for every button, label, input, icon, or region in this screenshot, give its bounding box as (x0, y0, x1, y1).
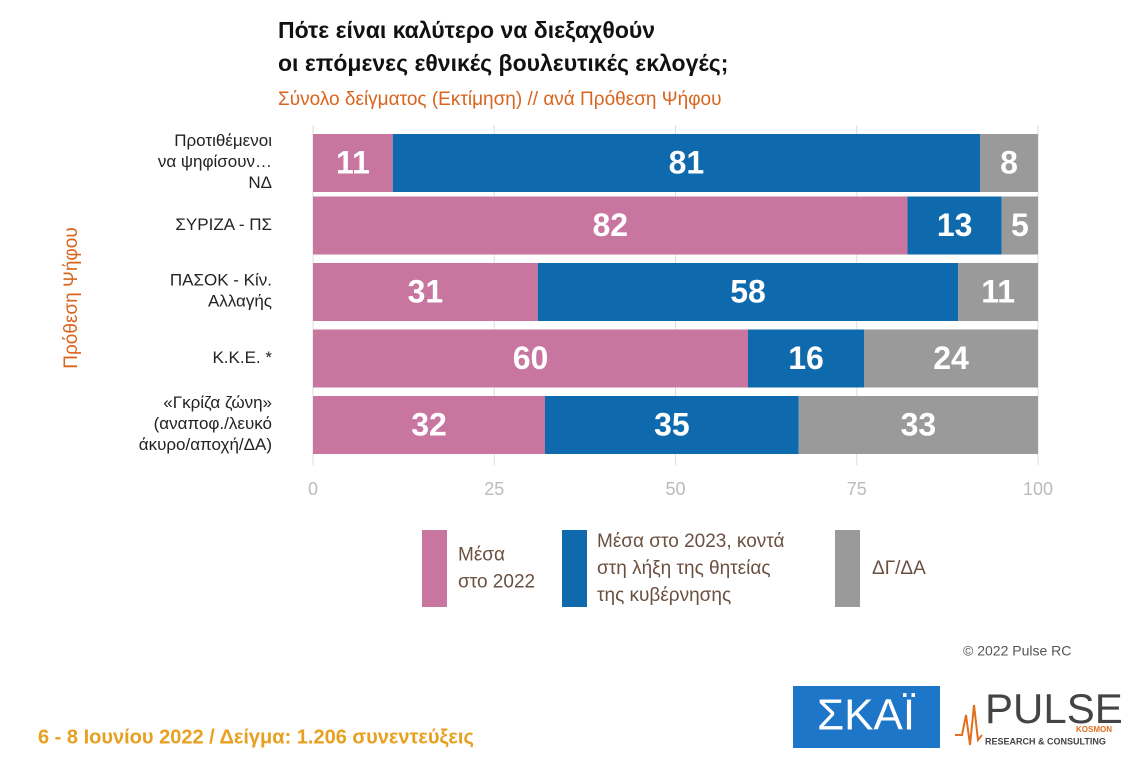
x-tick-label: 75 (847, 479, 867, 499)
value-label: 11 (336, 144, 370, 180)
text-line: Μέσα στο 2023, κοντά (597, 531, 784, 552)
value-label: 33 (901, 406, 937, 442)
pulse-logo-text: PULSE (985, 685, 1123, 732)
value-label: 16 (788, 340, 824, 376)
x-tick-label: 0 (308, 479, 318, 499)
value-label: 8 (1000, 144, 1018, 180)
value-label: 60 (513, 340, 549, 376)
legend-label: Μέσα στο 2023, κοντά στη λήξη της θητείας… (597, 531, 784, 606)
bar (313, 329, 748, 388)
skai-logo-text: ΣΚΑΪ (817, 691, 916, 740)
legend-label: ΔΓ/ΔΑ (872, 558, 926, 579)
text-line: «Γκρίζα ζώνη» (163, 393, 272, 412)
bar (907, 196, 1002, 255)
text-line: Πότε είναι καλύτερο να διεξαχθούν (278, 17, 655, 43)
y-tick-label: Κ.Κ.Ε. * (212, 348, 272, 367)
value-label: 32 (411, 406, 447, 442)
y-tick-label: ΠΑΣΟΚ - Κίν. Αλλαγής (170, 271, 272, 311)
bar (798, 396, 1038, 454)
copyright: © 2022 Pulse RC (963, 643, 1071, 659)
text-line: να ψηφίσουν… (158, 152, 272, 171)
value-label: 11 (981, 273, 1015, 309)
value-label: 5 (1011, 207, 1029, 243)
text-line: στο 2022 (458, 572, 535, 593)
x-tick-label: 50 (665, 479, 685, 499)
text-line: στη λήξη της θητείας (597, 558, 770, 579)
y-tick-label: ΣΥΡΙΖΑ - ΠΣ (175, 215, 272, 234)
chart-title: Πότε είναι καλύτερο να διεξαχθούν οι επόμ… (278, 17, 728, 76)
bar (392, 134, 980, 192)
bar (958, 263, 1038, 321)
text-line: οι επόμενες εθνικές βουλευτικές εκλογές; (278, 50, 728, 76)
bar (313, 196, 908, 255)
text-line: της κυβέρνησης (597, 585, 731, 606)
bar (864, 329, 1038, 388)
x-tick-label: 100 (1023, 479, 1053, 499)
text-line: Αλλαγής (208, 292, 272, 311)
text-line: Προτιθέμενοι (174, 131, 272, 150)
bar (537, 263, 959, 321)
bar (313, 134, 393, 192)
value-label: 35 (654, 406, 690, 442)
value-label: 31 (408, 273, 444, 309)
bar (1001, 196, 1038, 255)
bar (545, 396, 799, 454)
pulse-logo-tag: KOSMON (1076, 725, 1112, 734)
chart-subtitle: Σύνολο δείγματος (Εκτίμηση) // ανά Πρόθε… (278, 89, 722, 110)
value-label: 82 (592, 207, 628, 243)
skai-logo (793, 686, 940, 748)
pulse-logo-pulse (955, 704, 983, 746)
bar (313, 396, 545, 454)
legend-label: Μέσα στο 2022 (458, 545, 535, 593)
legend-swatch (422, 530, 447, 607)
y-axis-label: Πρόθεση Ψήφου (61, 227, 82, 368)
footer: 6 - 8 Ιουνίου 2022 / Δείγμα: 1.206 συνεν… (38, 726, 474, 748)
y-tick-label: «Γκρίζα ζώνη» (αναποφ./λευκό άκυρο/αποχή/Δ… (139, 393, 272, 454)
bar (748, 329, 864, 388)
x-tick-label: 25 (484, 479, 504, 499)
value-label: 13 (937, 207, 973, 243)
text-line: ΠΑΣΟΚ - Κίν. (170, 271, 272, 290)
bar (980, 134, 1038, 192)
text-line: (αναποφ./λευκό (154, 414, 272, 433)
bar (313, 263, 538, 321)
text-line: άκυρο/αποχή/ΔΑ) (139, 435, 272, 454)
legend-swatch (562, 530, 587, 607)
value-label: 81 (669, 144, 705, 180)
value-label: 58 (730, 273, 766, 309)
legend-swatch (835, 530, 860, 607)
text-line: ΝΔ (248, 173, 272, 192)
text-line: Μέσα (458, 545, 505, 566)
pulse-logo-sub: RESEARCH & CONSULTING (985, 736, 1106, 746)
y-tick-label: Προτιθέμενοι να ψηφίσουν… ΝΔ (158, 131, 272, 192)
value-label: 24 (933, 340, 969, 376)
